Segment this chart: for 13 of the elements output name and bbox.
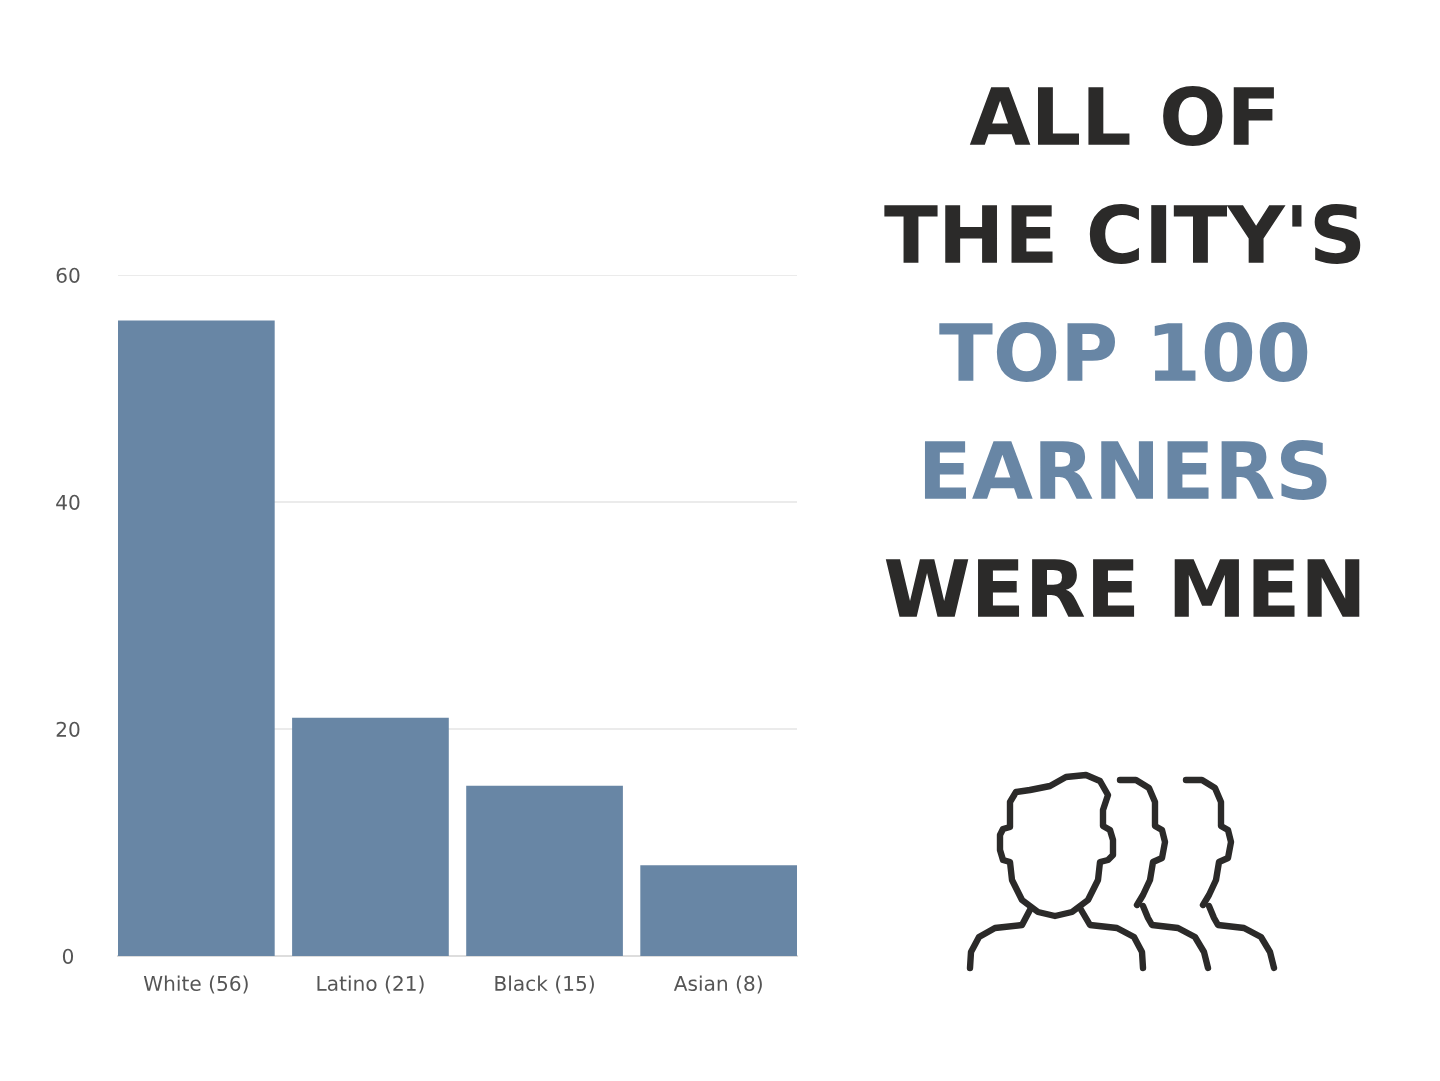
bar — [466, 785, 623, 956]
y-tick-label: 20 — [56, 721, 80, 737]
y-tick-label: 60 — [56, 267, 80, 283]
bar — [292, 717, 449, 956]
bar — [640, 865, 797, 956]
x-tick-label: Black (15) — [495, 975, 594, 994]
y-tick-label: 0 — [62, 948, 74, 964]
x-tick-label: White (56) — [143, 975, 248, 994]
x-tick-label: Latino (21) — [317, 975, 424, 994]
text: ALL OF THE CITY'S TOP 100 EARNERS WERE MEN — [884, 86, 1361, 617]
y-tick-label: 40 — [56, 494, 80, 510]
x-tick-label: Asian (8) — [673, 975, 762, 994]
bar — [118, 320, 275, 956]
